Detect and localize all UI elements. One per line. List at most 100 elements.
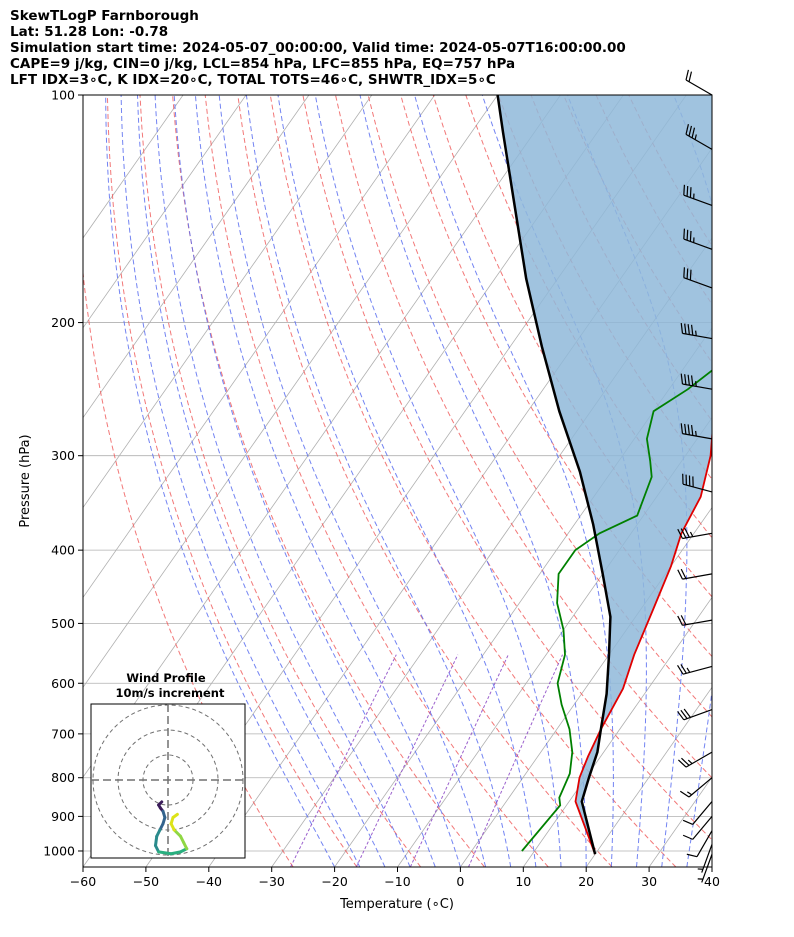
mixing-ratio-line (355, 654, 459, 867)
wind-barb-full (687, 374, 690, 386)
wind-barb (682, 816, 713, 840)
stability-indices-1: CAPE=9 j/kg, CIN=0 j/kg, LCL=854 hPa, LF… (10, 56, 516, 72)
wind-barb (680, 322, 713, 340)
wind-barb-shaft (696, 830, 713, 857)
wind-barb-full (684, 323, 687, 335)
wind-barb-full (686, 229, 689, 241)
chart-header: SkewTLogP Farnborough Lat: 51.28 Lon: -0… (10, 8, 626, 88)
wind-barb-full (677, 711, 685, 721)
wind-barb-full (686, 853, 698, 858)
wind-barb-shaft (682, 573, 713, 580)
wind-barb (677, 568, 713, 580)
hodograph-trace-segment (154, 834, 159, 848)
wind-barb-shaft (682, 665, 713, 675)
moist-adiabat (120, 95, 361, 867)
station-coordinates: Lat: 51.28 Lon: -0.78 (10, 24, 169, 40)
wind-barb-full (684, 527, 690, 538)
isotherm (83, 95, 310, 419)
wind-barb-shaft (682, 532, 713, 540)
wind-barb-full (689, 269, 692, 281)
x-tick-label: 40 (704, 874, 720, 889)
y-tick-label: 700 (51, 726, 75, 741)
x-tick-label: −40 (196, 874, 222, 889)
dry-adiabat (139, 95, 422, 867)
wind-barb-half (695, 430, 697, 437)
y-tick-label: 800 (51, 770, 75, 785)
wind-barb (677, 708, 713, 721)
temperature-line (574, 427, 712, 855)
wind-barb (682, 801, 713, 825)
hodograph-title: Wind Profile (126, 671, 206, 685)
x-tick-label: −50 (133, 874, 159, 889)
dry-adiabat (172, 95, 485, 867)
wind-barb-full (680, 664, 687, 674)
wind-barb-half (695, 381, 697, 387)
wind-barb-full (689, 187, 692, 198)
wind-barb (683, 228, 713, 250)
wind-barb (677, 527, 713, 540)
grid-layer (83, 95, 712, 867)
wind-barb (677, 615, 713, 626)
x-tick-label: 30 (641, 874, 657, 889)
moist-adiabat (105, 95, 336, 867)
isotherm (83, 95, 498, 688)
wind-barb (682, 473, 713, 493)
wind-barb-half (689, 531, 694, 537)
wind-barb-full (687, 424, 690, 435)
wind-barbs (677, 69, 713, 883)
wind-barb-shaft (683, 238, 713, 250)
y-tick-label: 200 (51, 315, 75, 330)
moist-adiabat (245, 95, 512, 867)
hodograph-subtitle: 10m/s increment (116, 686, 225, 700)
y-tick-label: 900 (51, 809, 75, 824)
wind-barb-full (677, 569, 683, 580)
wind-barb-shaft (688, 777, 713, 798)
wind-barb-full (680, 423, 684, 434)
hodograph-plot (91, 704, 245, 858)
wind-barb-full (691, 127, 696, 138)
wind-barb-full (685, 124, 690, 135)
y-tick-label: 600 (51, 676, 75, 691)
wind-barb (680, 373, 713, 390)
wind-barb-half (694, 134, 697, 140)
dry-adiabat (106, 95, 358, 867)
dry-adiabat (204, 95, 549, 867)
wind-barb-half (686, 667, 691, 673)
wind-barb-shaft (692, 816, 713, 840)
hodograph-trace-segment (169, 850, 182, 856)
wind-barb-half (687, 791, 693, 796)
wind-barb-full (681, 757, 690, 766)
wind-barb-full (690, 375, 694, 386)
y-tick-label: 1000 (43, 843, 75, 858)
moist-adiabat (314, 95, 562, 867)
wind-barb-half (687, 759, 693, 765)
wind-barb (678, 751, 713, 768)
stability-indices-2: LFT IDX=3∘C, K IDX=20∘C, TOTAL TOTS=46∘C… (10, 72, 496, 88)
wind-barb-shaft (692, 801, 713, 825)
x-tick-label: −10 (384, 874, 410, 889)
wind-barb (685, 124, 713, 150)
wind-barb-full (683, 228, 686, 240)
wind-barb-shaft (701, 844, 713, 873)
wind-barb-full (684, 423, 687, 435)
wind-barb-shaft (683, 708, 713, 721)
moist-adiabat (359, 95, 587, 867)
wind-barb-full (680, 568, 687, 579)
dry-adiabat (237, 95, 613, 867)
wind-barb (679, 777, 713, 798)
wind-barb-shaft (682, 619, 713, 626)
wind-barb (686, 830, 713, 858)
wind-barb-shaft (682, 483, 713, 493)
isotherm (83, 95, 436, 599)
x-tick-label: 10 (515, 874, 531, 889)
wind-barb-full (677, 528, 683, 539)
x-axis-label: Temperature (∘C) (339, 897, 454, 912)
isotherm (271, 237, 712, 867)
y-tick-label: 500 (51, 616, 75, 631)
wind-barb-full (683, 708, 691, 718)
wind-barb-shaft (683, 194, 713, 207)
moist-adiabat (194, 95, 461, 867)
isotherm (711, 866, 712, 867)
isotherm (83, 95, 247, 329)
wind-barb (683, 184, 713, 207)
